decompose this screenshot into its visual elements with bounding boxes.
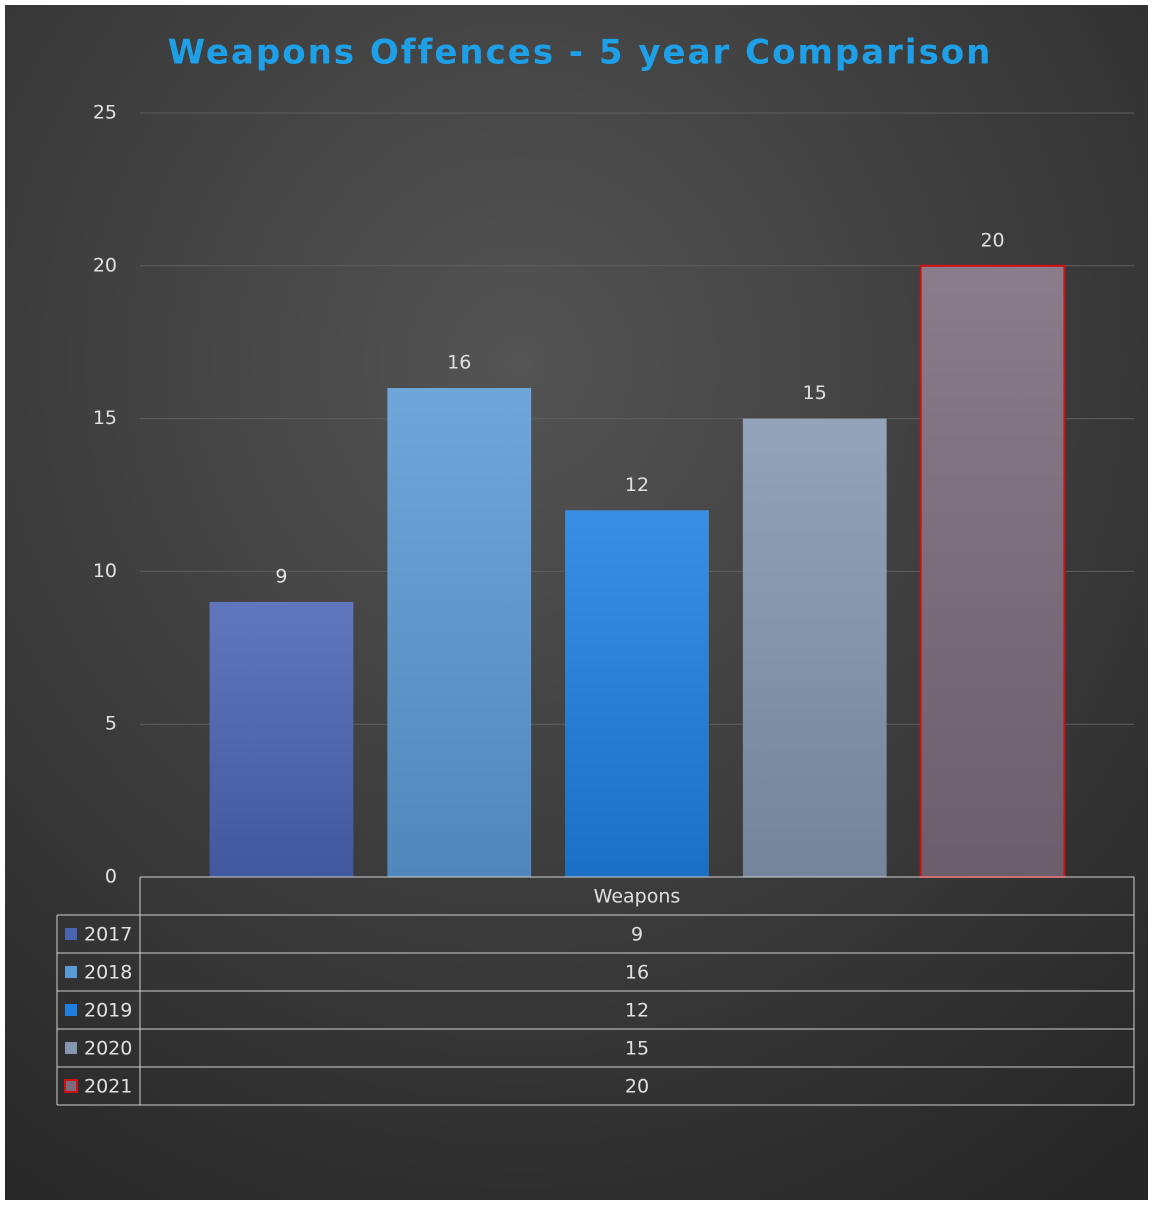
y-tick-label: 0 bbox=[105, 866, 117, 888]
y-tick-label: 20 bbox=[93, 254, 117, 276]
legend-key bbox=[65, 1004, 77, 1016]
y-tick-label: 25 bbox=[93, 102, 117, 124]
bar bbox=[387, 388, 532, 877]
table-value: 15 bbox=[625, 1038, 649, 1060]
data-label: 20 bbox=[980, 229, 1004, 251]
legend-label: 2019 bbox=[84, 1000, 132, 1022]
data-label: 12 bbox=[625, 474, 649, 496]
table-value: 12 bbox=[625, 1000, 649, 1022]
table-value: 20 bbox=[625, 1076, 649, 1098]
chart-title: Weapons Offences - 5 year Comparison bbox=[168, 33, 993, 73]
legend-key bbox=[64, 1079, 78, 1093]
bar bbox=[742, 418, 887, 877]
data-label: 15 bbox=[803, 382, 827, 404]
legend-label: 2018 bbox=[84, 962, 132, 984]
legend-label: 2017 bbox=[84, 924, 132, 946]
table-header: Weapons bbox=[594, 886, 681, 908]
legend-label: 2021 bbox=[84, 1076, 132, 1098]
data-label: 9 bbox=[275, 565, 287, 587]
y-tick-label: 5 bbox=[105, 713, 117, 735]
table-value: 16 bbox=[625, 962, 649, 984]
table-value: 9 bbox=[631, 924, 643, 946]
y-tick-label: 10 bbox=[93, 560, 117, 582]
y-tick-label: 15 bbox=[93, 407, 117, 429]
data-label: 16 bbox=[447, 352, 471, 374]
bar bbox=[919, 264, 1066, 878]
bar bbox=[209, 601, 354, 877]
legend-key bbox=[65, 966, 77, 978]
legend-key bbox=[65, 928, 77, 940]
legend-label: 2020 bbox=[84, 1038, 132, 1060]
bar bbox=[565, 510, 709, 877]
legend-key bbox=[65, 1042, 77, 1054]
